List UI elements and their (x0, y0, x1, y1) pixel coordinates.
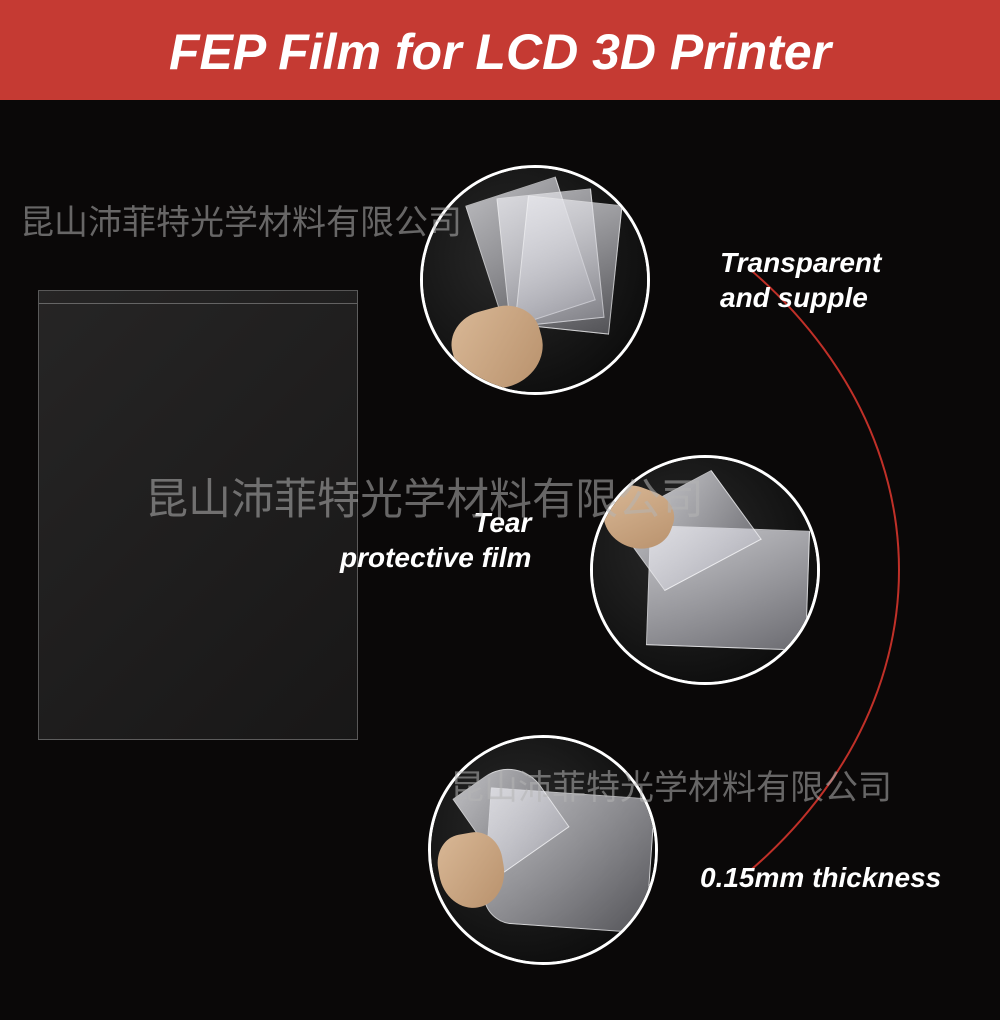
label-text-1: Transparentand supple (720, 247, 881, 313)
feature-label-thickness: 0.15mm thickness (700, 860, 941, 895)
feature-circle-tear (590, 455, 820, 685)
circle-photo-content (423, 168, 647, 392)
feature-circle-thickness (428, 735, 658, 965)
header-title: FEP Film for LCD 3D Printer (169, 24, 831, 80)
label-text-2: Tearprotective film (340, 507, 531, 573)
header-bar: FEP Film for LCD 3D Printer (0, 0, 1000, 100)
product-film-rect (38, 290, 358, 740)
circle-photo-content (593, 458, 817, 682)
label-text-3: 0.15mm thickness (700, 862, 941, 893)
circle-photo-content (431, 738, 655, 962)
feature-label-transparent: Transparentand supple (720, 245, 881, 315)
feature-label-tear: Tearprotective film (340, 505, 531, 575)
feature-circle-transparent (420, 165, 650, 395)
